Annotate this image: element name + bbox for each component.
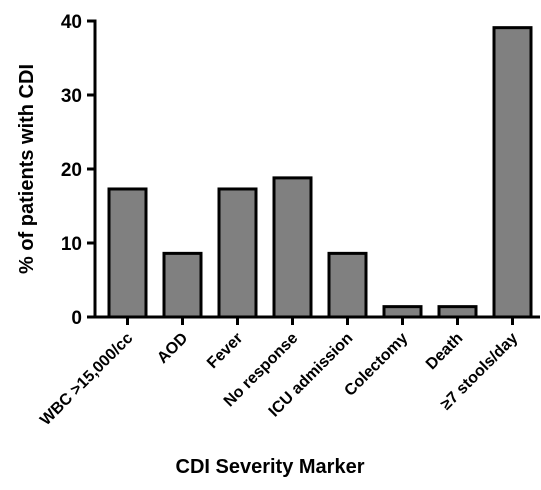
x-category-label: Fever	[204, 330, 246, 372]
bar	[437, 305, 478, 319]
x-category-label: Death	[423, 330, 466, 373]
x-category-label: WBC >15,000/cc	[37, 330, 136, 429]
y-tick-label: 40	[61, 12, 82, 33]
y-tick-label: 30	[61, 86, 82, 107]
y-tick-label: 10	[61, 234, 82, 255]
y-tick-label: 0	[71, 308, 82, 329]
bar	[327, 251, 368, 319]
x-axis-title: CDI Severity Marker	[176, 456, 365, 478]
bar	[162, 251, 203, 319]
bar	[107, 187, 148, 319]
bar	[492, 26, 533, 319]
y-ticks-group: 0 10 20 30 40	[61, 12, 95, 329]
bar	[272, 176, 313, 319]
bars-group	[107, 26, 533, 319]
bar	[382, 305, 423, 319]
y-axis-title: % of patients with CDI	[16, 64, 38, 274]
y-tick-label: 20	[61, 160, 82, 181]
x-category-label: AOD	[154, 330, 191, 367]
x-ticks-group	[126, 317, 514, 325]
bar	[217, 187, 258, 319]
